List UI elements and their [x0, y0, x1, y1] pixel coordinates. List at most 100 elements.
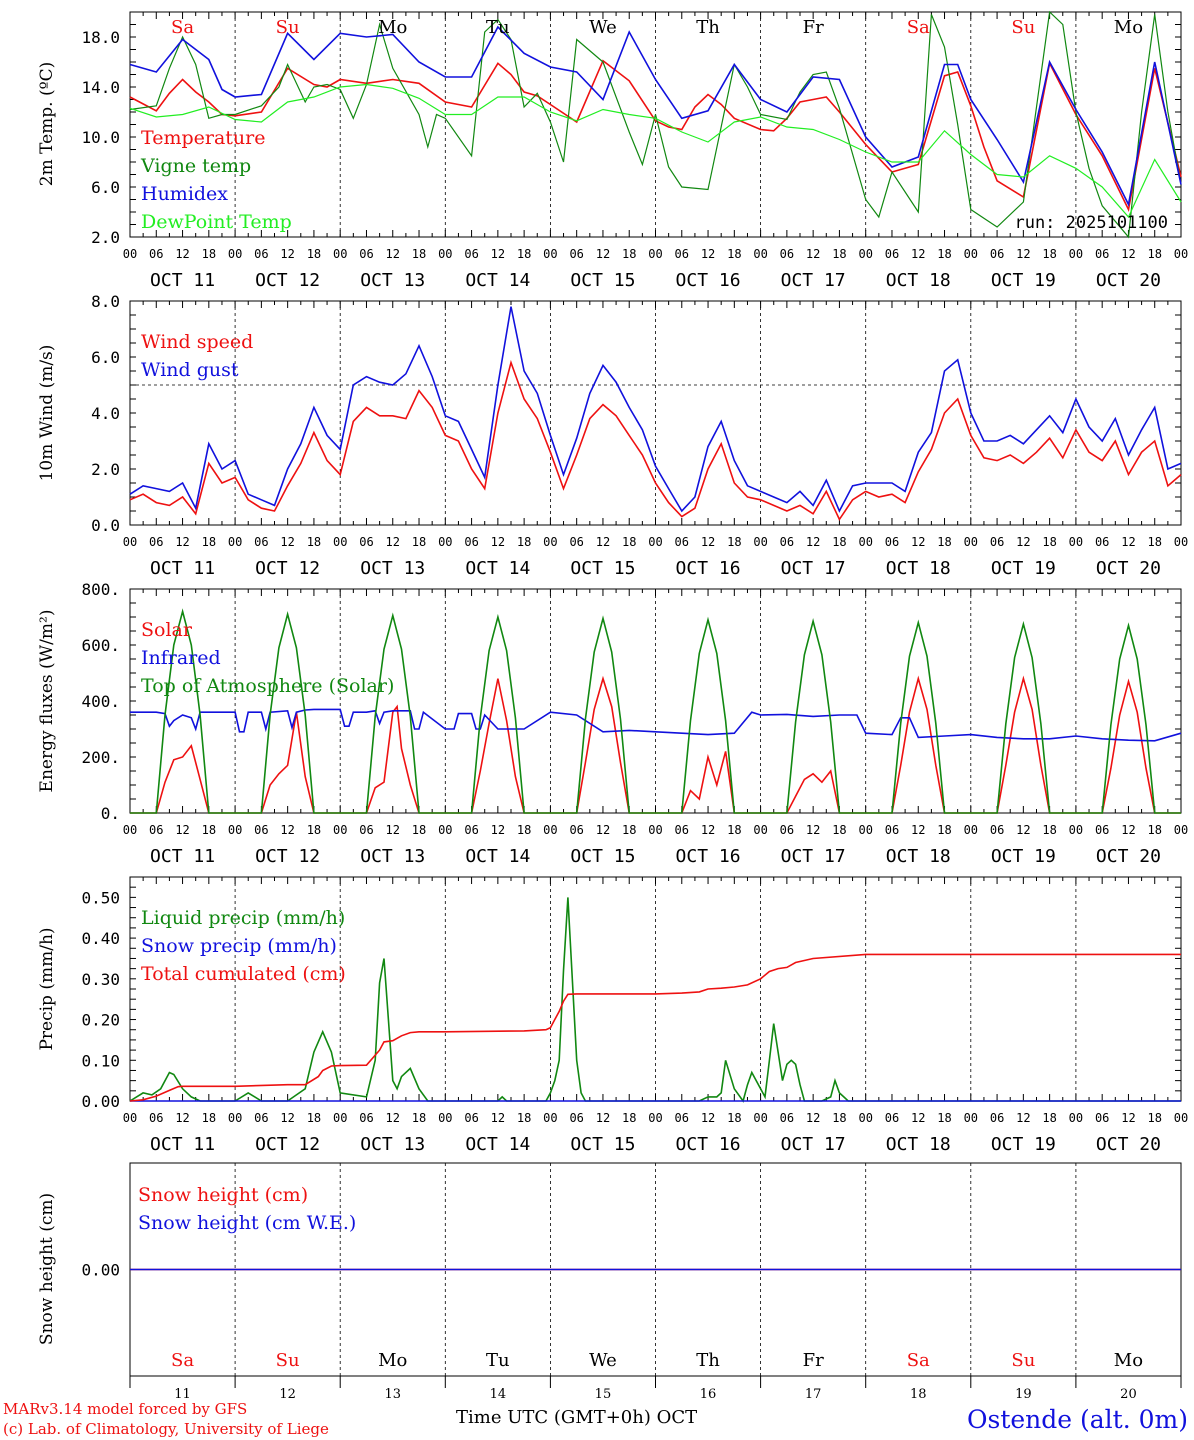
day-of-week-label: We — [589, 17, 617, 38]
y-tick-label: 2.0 — [91, 228, 120, 247]
hour-tick-label: 12 — [386, 1111, 400, 1125]
hour-tick-label: 18 — [832, 1111, 846, 1125]
hour-tick-label: 06 — [254, 823, 268, 837]
y-tick-label: 4.0 — [91, 404, 120, 423]
hour-tick-label: 06 — [1095, 823, 1109, 837]
hour-tick-label: 18 — [1042, 535, 1056, 549]
series-line-temp-humidex — [129, 25, 1182, 207]
hour-tick-label: 06 — [569, 1111, 583, 1125]
hour-tick-label: 12 — [701, 1111, 715, 1125]
hour-tick-label: 06 — [359, 1111, 373, 1125]
hour-tick-label: 00 — [228, 247, 242, 261]
hour-tick-label: 00 — [858, 535, 872, 549]
hour-tick-label: 00 — [1174, 1111, 1188, 1125]
legend-label: Snow precip (mm/h) — [141, 935, 337, 957]
legend-label: Temperature — [141, 127, 265, 149]
hour-tick-label: 18 — [937, 1111, 951, 1125]
hour-tick-label: 18 — [937, 247, 951, 261]
hour-tick-label: 12 — [1016, 247, 1030, 261]
date-label: OCT 13 — [360, 558, 425, 579]
hour-tick-label: 12 — [1016, 1111, 1030, 1125]
y-axis-title: 10m Wind (m/s) — [37, 345, 57, 482]
day-number-label: 15 — [595, 1387, 612, 1402]
hour-tick-label: 18 — [412, 1111, 426, 1125]
date-label: OCT 12 — [255, 1134, 320, 1155]
hour-tick-label: 06 — [569, 823, 583, 837]
hour-tick-label: 06 — [359, 535, 373, 549]
date-label: OCT 14 — [465, 1134, 530, 1155]
panel-frame-temp — [129, 11, 1182, 238]
hour-tick-label: 12 — [1121, 535, 1135, 549]
day-of-week-label: Th — [696, 1350, 720, 1371]
hour-tick-label: 06 — [675, 535, 689, 549]
hour-tick-label: 18 — [1042, 247, 1056, 261]
hour-tick-label: 06 — [885, 1111, 899, 1125]
hour-tick-label: 00 — [543, 247, 557, 261]
y-tick-label: 14.0 — [81, 78, 120, 97]
hour-tick-label: 06 — [990, 823, 1004, 837]
y-tick-label: 8.0 — [91, 292, 120, 311]
hour-tick-label: 12 — [1121, 823, 1135, 837]
y-axis-title: Energy fluxes (W/m²) — [37, 610, 57, 793]
hour-tick-label: 12 — [911, 1111, 925, 1125]
hour-tick-label: 12 — [1121, 247, 1135, 261]
hour-tick-label: 06 — [780, 823, 794, 837]
hour-tick-label: 12 — [175, 247, 189, 261]
hour-tick-label: 06 — [675, 823, 689, 837]
date-label: OCT 16 — [676, 1134, 741, 1155]
hour-tick-label: 00 — [333, 535, 347, 549]
hour-tick-label: 12 — [806, 247, 820, 261]
y-tick-label: 0.0 — [91, 516, 120, 535]
hour-tick-label: 06 — [885, 247, 899, 261]
hour-tick-label: 18 — [412, 535, 426, 549]
hour-tick-label: 00 — [753, 1111, 767, 1125]
y-tick-label: 0.20 — [81, 1011, 120, 1030]
date-label: OCT 16 — [676, 270, 741, 291]
legend-label: DewPoint Temp — [141, 211, 292, 233]
hour-tick-label: 00 — [964, 247, 978, 261]
hour-tick-label: 18 — [622, 1111, 636, 1125]
hour-tick-label: 12 — [491, 535, 505, 549]
day-number-label: 19 — [1015, 1387, 1032, 1402]
hour-tick-label: 12 — [175, 823, 189, 837]
hour-tick-label: 12 — [280, 1111, 294, 1125]
hour-tick-label: 18 — [832, 823, 846, 837]
day-of-week-label: Su — [1011, 1350, 1035, 1371]
y-tick-label: 0.50 — [81, 888, 120, 907]
y-axis-title: Snow height (cm) — [37, 1193, 57, 1345]
hour-tick-label: 06 — [990, 535, 1004, 549]
date-label: OCT 14 — [465, 270, 530, 291]
hour-tick-label: 12 — [175, 1111, 189, 1125]
day-number-label: 13 — [384, 1387, 401, 1402]
series-line-temp-vigne-temp — [129, 10, 1182, 239]
hour-tick-label: 18 — [1042, 823, 1056, 837]
hour-tick-label: 00 — [858, 1111, 872, 1125]
run-label: run: 2025101100 — [1014, 213, 1168, 233]
hour-tick-label: 06 — [464, 1111, 478, 1125]
hour-tick-label: 00 — [648, 535, 662, 549]
series-line-temp-dewpoint-temp — [129, 83, 1182, 219]
hour-tick-label: 18 — [937, 823, 951, 837]
date-label: OCT 20 — [1096, 270, 1161, 291]
day-of-week-label: Sa — [907, 17, 930, 38]
hour-tick-label: 18 — [832, 535, 846, 549]
hour-tick-label: 12 — [911, 535, 925, 549]
hour-tick-label: 12 — [491, 1111, 505, 1125]
y-tick-label: 0.00 — [81, 1092, 120, 1111]
day-of-week-label: Fr — [803, 1350, 824, 1371]
date-label: OCT 15 — [570, 846, 635, 867]
hour-tick-label: 06 — [885, 535, 899, 549]
hour-tick-label: 00 — [438, 535, 452, 549]
hour-tick-label: 06 — [359, 823, 373, 837]
hour-tick-label: 06 — [1095, 535, 1109, 549]
day-of-week-label: Fr — [803, 17, 824, 38]
date-label: OCT 20 — [1096, 846, 1161, 867]
hour-tick-label: 06 — [780, 247, 794, 261]
hour-tick-label: 00 — [648, 1111, 662, 1125]
hour-tick-label: 12 — [280, 535, 294, 549]
day-of-week-label: Mo — [378, 1350, 407, 1371]
hour-tick-label: 18 — [622, 823, 636, 837]
hour-tick-label: 06 — [675, 247, 689, 261]
hour-tick-label: 00 — [543, 535, 557, 549]
date-label: OCT 14 — [465, 558, 530, 579]
